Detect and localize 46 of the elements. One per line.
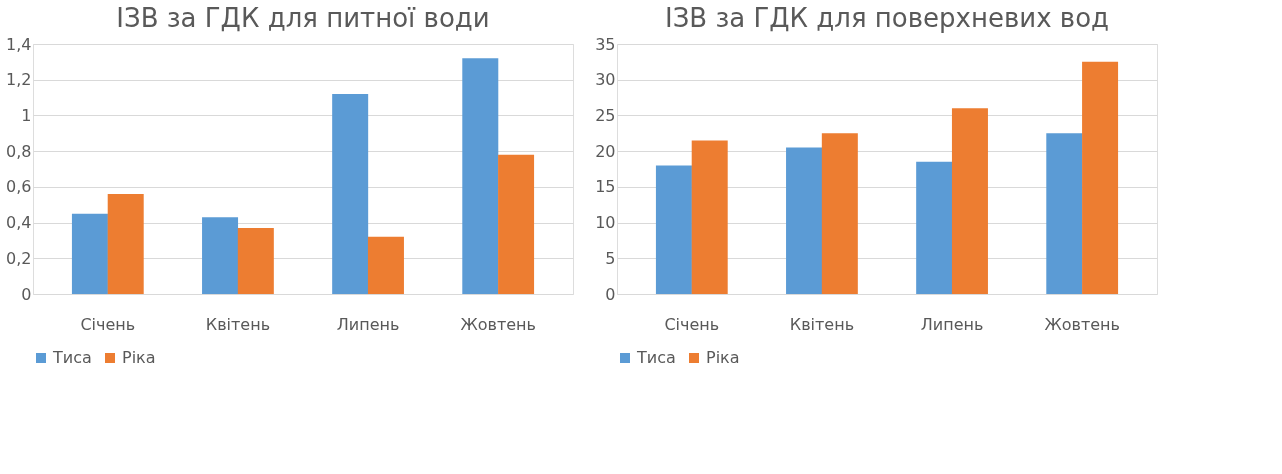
bar — [951, 108, 988, 294]
y-tick-label: 5 — [605, 248, 616, 268]
y-tick-label: 10 — [595, 213, 616, 233]
x-tick-label: Липень — [336, 314, 400, 334]
y-tick-label: 15 — [595, 177, 616, 197]
y-tick-label: 0,8 — [6, 141, 32, 161]
y-tick-label: 0 — [605, 284, 616, 304]
legend-label: Тиса — [52, 348, 92, 367]
bar — [655, 165, 692, 294]
x-tick-label: Квітень — [205, 314, 271, 334]
bar — [237, 227, 274, 294]
y-tick-label: 35 — [595, 34, 616, 54]
bar — [691, 140, 728, 294]
y-tick-label: 1,4 — [6, 34, 32, 54]
legend-label: Тиса — [636, 348, 676, 367]
chart-title: ІЗВ за ГДК для поверхневих вод — [664, 3, 1110, 33]
bar — [71, 213, 108, 294]
bar — [821, 133, 858, 294]
y-tick-label: 0,2 — [6, 248, 32, 268]
x-tick-label: Квітень — [789, 314, 855, 334]
bar — [916, 161, 953, 294]
bar — [202, 217, 239, 294]
y-tick-label: 1,2 — [6, 70, 32, 90]
y-tick-label: 25 — [595, 105, 616, 125]
bar — [107, 194, 144, 294]
y-tick-label: 1 — [21, 105, 32, 125]
x-tick-label: Жовтень — [460, 314, 536, 334]
legend-label: Ріка — [706, 348, 740, 367]
y-tick-label: 0 — [21, 284, 32, 304]
legend-label: Ріка — [122, 348, 156, 367]
bar — [462, 58, 499, 294]
bar — [1046, 133, 1083, 294]
x-tick-label: Липень — [920, 314, 984, 334]
x-tick-label: Січень — [80, 314, 136, 334]
x-tick-label: Січень — [664, 314, 720, 334]
chart-title: ІЗВ за ГДК для питної води — [116, 3, 490, 33]
x-tick-label: Жовтень — [1044, 314, 1120, 334]
bar — [332, 94, 369, 294]
y-tick-label: 0,6 — [6, 177, 32, 197]
bar — [786, 147, 823, 294]
bar — [1082, 61, 1119, 294]
bar — [367, 236, 404, 294]
y-tick-label: 0,4 — [6, 213, 32, 233]
bar — [498, 154, 535, 294]
y-tick-label: 30 — [595, 70, 616, 90]
y-tick-label: 20 — [595, 141, 616, 161]
